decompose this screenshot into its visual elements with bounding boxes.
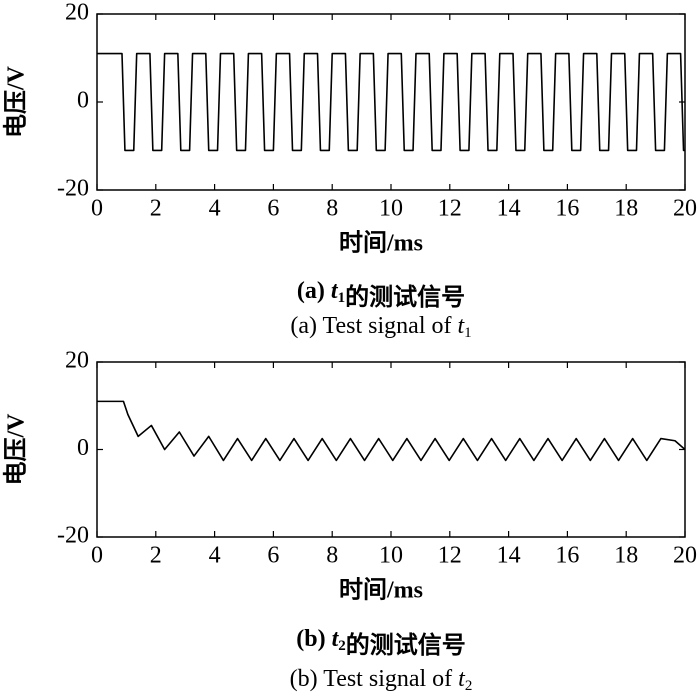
y-tick-label: -20: [57, 176, 89, 202]
y-axis-label: 电压/V: [3, 413, 30, 486]
caption-part: (a): [297, 278, 331, 304]
y-tick-label: 0: [77, 88, 89, 114]
y-tick-label: 20: [65, 348, 89, 374]
caption: (a) Test signal of t1: [290, 313, 471, 342]
caption-part: 的测试信号: [346, 631, 466, 659]
x-tick-label: 4: [209, 543, 221, 569]
y-axis-label: 电压/V: [3, 65, 30, 138]
x-tick-label: 18: [614, 543, 638, 569]
x-tick-label: 14: [497, 543, 521, 569]
caption-part: (b): [296, 626, 331, 652]
caption: (b) Test signal of t2: [290, 666, 473, 695]
x-tick-label: 16: [555, 196, 579, 222]
x-tick-label: 4: [209, 196, 221, 222]
caption-part: t: [458, 313, 466, 339]
x-axis-label: 时间/ms: [339, 577, 423, 604]
caption-part: t: [332, 626, 340, 652]
x-tick-label: 8: [326, 543, 338, 569]
x-axis-label: 时间/ms: [339, 230, 423, 257]
caption-part: 2: [338, 638, 346, 654]
plot-frame: [96, 13, 686, 191]
y-tick-label: 20: [65, 0, 89, 26]
x-tick-label: 14: [497, 196, 521, 222]
signal-line: [97, 52, 685, 152]
x-tick-label: 6: [267, 196, 279, 222]
x-tick-label: 2: [150, 196, 162, 222]
caption-part: (a) Test signal of: [290, 313, 457, 339]
x-tick-label: 12: [438, 196, 462, 222]
x-tick-label: 2: [150, 543, 162, 569]
caption-part: 1: [464, 325, 472, 341]
x-tick-label: 12: [438, 543, 462, 569]
x-tick-label: 0: [91, 196, 103, 222]
caption-part: (b) Test signal of: [290, 666, 459, 692]
caption-part: t: [331, 278, 339, 304]
y-tick-label: 0: [77, 435, 89, 461]
caption-part: 的测试信号: [345, 283, 465, 311]
x-tick-label: 8: [326, 196, 338, 222]
x-tick-label: 6: [267, 543, 279, 569]
x-tick-label: 10: [379, 196, 403, 222]
x-tick-label: 10: [379, 543, 403, 569]
x-tick-label: 0: [91, 543, 103, 569]
x-tick-label: 16: [555, 543, 579, 569]
caption-part: 1: [338, 290, 346, 306]
caption: (b) t2的测试信号: [296, 626, 466, 659]
caption-part: 2: [465, 678, 473, 694]
x-tick-label: 20: [673, 543, 697, 569]
caption: (a) t1的测试信号: [297, 278, 465, 311]
signal-line: [97, 400, 686, 462]
caption-part: t: [458, 666, 466, 692]
x-tick-label: 18: [614, 196, 638, 222]
y-tick-label: -20: [57, 523, 89, 549]
x-tick-label: 20: [673, 196, 697, 222]
